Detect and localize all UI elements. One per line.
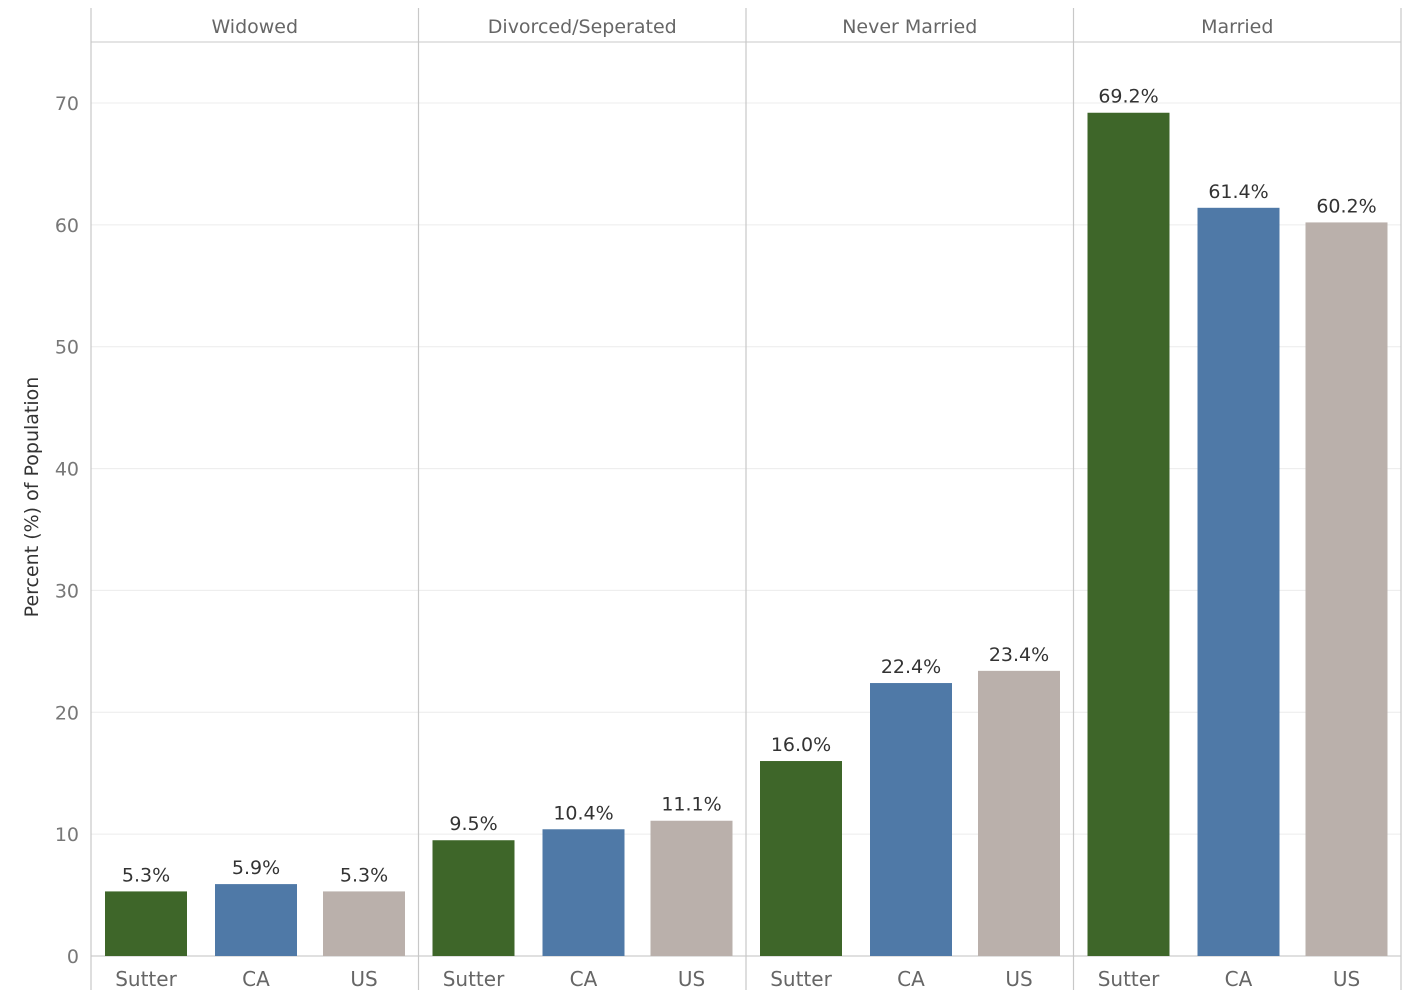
x-tick-label: US (350, 967, 377, 990)
y-tick-label: 70 (55, 93, 79, 115)
data-label: 22.4% (881, 656, 941, 678)
bar (1305, 222, 1388, 957)
bar (542, 829, 625, 956)
data-label: 60.2% (1316, 195, 1376, 217)
data-label: 69.2% (1098, 86, 1158, 108)
bar (1087, 112, 1170, 956)
y-axis-label: Percent (%) of Population (21, 377, 43, 618)
bar (978, 670, 1060, 956)
data-label: 9.5% (449, 813, 497, 835)
axes: Percent (%) of Population 0 10 20 30 40 50 60 7… (21, 16, 1360, 990)
x-tick-label: Sutter (443, 967, 505, 990)
data-label: 5.3% (340, 864, 388, 886)
bar (650, 820, 733, 956)
panel-title: Married (1201, 16, 1273, 38)
x-tick-label: US (1005, 967, 1032, 990)
data-label: 10.4% (553, 802, 613, 824)
panel-title: Never Married (842, 16, 977, 38)
data-label: 61.4% (1208, 181, 1268, 203)
x-tick-label: CA (242, 967, 270, 990)
x-tick-label: US (1333, 967, 1360, 990)
bar (215, 884, 297, 956)
x-tick-label: CA (897, 967, 925, 990)
x-tick-label: Sutter (115, 967, 177, 990)
y-tick-label: 10 (55, 824, 79, 846)
bar (105, 891, 187, 956)
x-tick-label: Sutter (770, 967, 832, 990)
data-labels: 5.3% 5.9% 5.3% 9.5% 10.4% 11.1% 16.0% 22.4% 23.4… (122, 86, 1377, 887)
data-label: 11.1% (661, 794, 721, 816)
panel-title: Widowed (211, 16, 298, 38)
y-tick-label: 30 (55, 580, 79, 602)
y-tick-label: 0 (67, 946, 79, 968)
data-label: 16.0% (771, 734, 831, 756)
x-tick-label: Sutter (1098, 967, 1160, 990)
data-label: 5.3% (122, 864, 170, 886)
x-tick-label: CA (1225, 967, 1253, 990)
panel-frames (90, 8, 1402, 990)
bar (432, 840, 515, 956)
y-tick-label: 40 (55, 459, 79, 481)
x-tick-label: US (678, 967, 705, 990)
x-tick-label: CA (570, 967, 598, 990)
data-label: 5.9% (232, 857, 280, 879)
panel-title: Divorced/Seperated (488, 16, 677, 38)
bar (760, 761, 842, 956)
y-tick-label: 60 (55, 215, 79, 237)
bar (1197, 207, 1280, 957)
bars (105, 112, 1388, 957)
y-tick-label: 50 (55, 337, 79, 359)
bar (870, 683, 952, 956)
data-label: 23.4% (989, 644, 1049, 666)
bar (323, 891, 405, 956)
y-tick-label: 20 (55, 702, 79, 724)
